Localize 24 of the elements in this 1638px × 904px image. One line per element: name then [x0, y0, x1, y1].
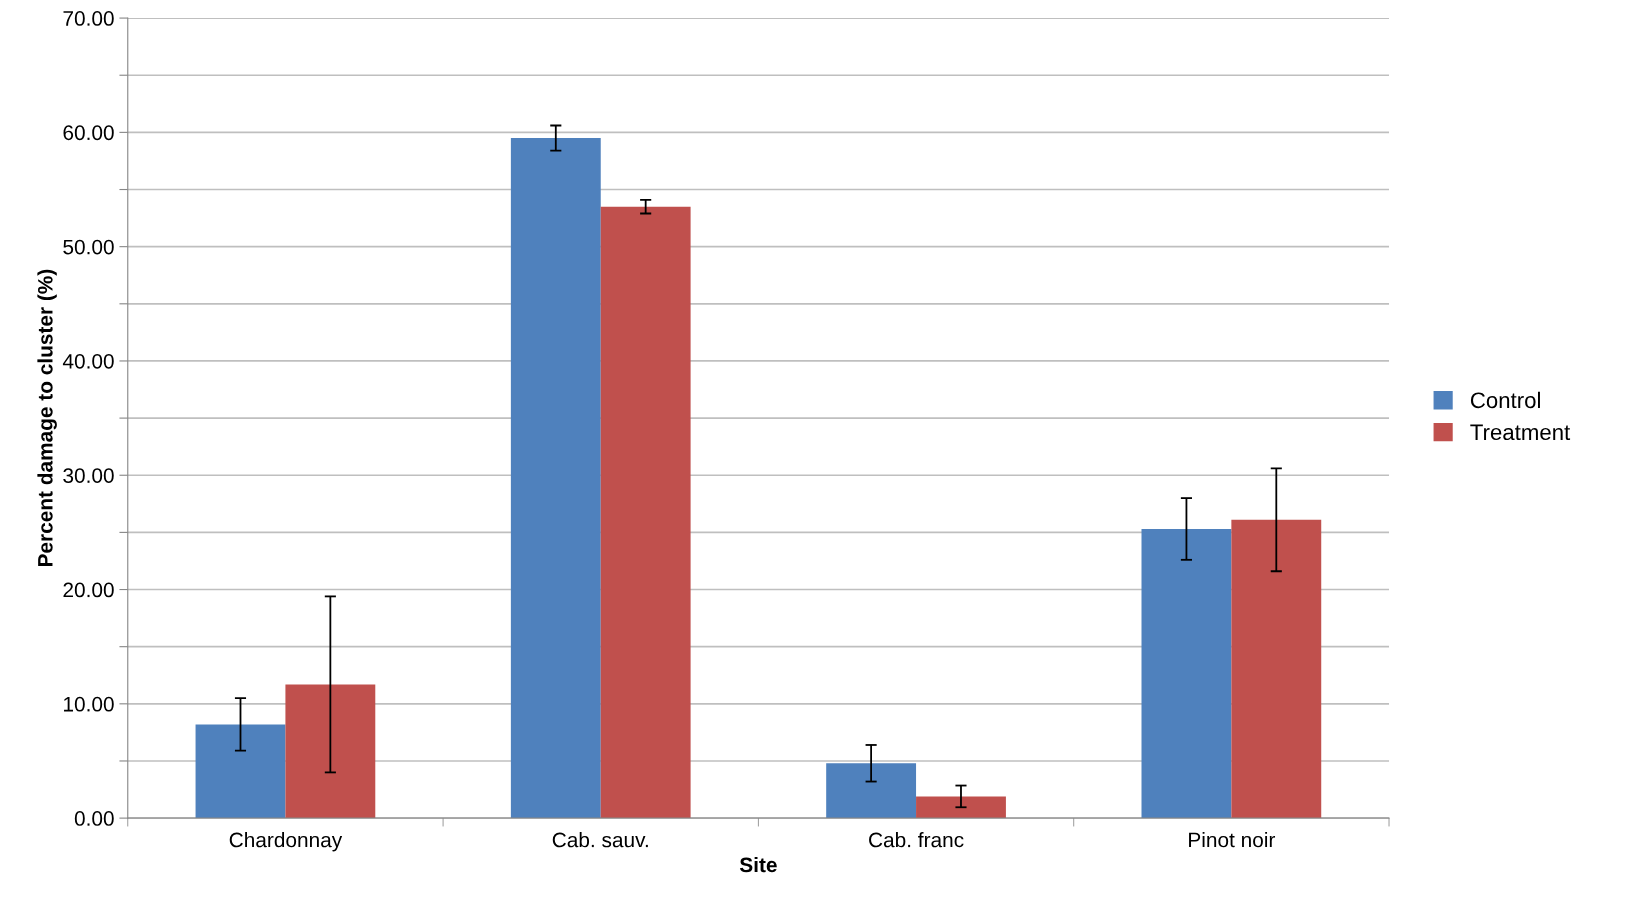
- legend-label: Treatment: [1470, 424, 1571, 441]
- y-tick-label: 70.00: [63, 11, 114, 26]
- y-tick-label: 60.00: [63, 125, 114, 141]
- bar: [916, 796, 1006, 819]
- bar: [510, 138, 601, 819]
- x-tick-label: Chardonnay: [229, 832, 343, 852]
- x-tick-label: Cab. franc: [869, 832, 964, 848]
- y-tick-label: 50.00: [63, 239, 114, 255]
- bar: [600, 206, 691, 819]
- y-tick-label: 20.00: [63, 582, 114, 598]
- x-axis-title: Site: [739, 856, 777, 873]
- bar: [826, 763, 917, 819]
- y-axis-title: Percent damage to cluster (%): [37, 269, 57, 567]
- bar: [285, 684, 376, 819]
- bar: [1141, 528, 1232, 819]
- y-tick-label: 30.00: [63, 468, 114, 483]
- y-tick-label: 40.00: [62, 353, 114, 369]
- legend-label: Control: [1470, 391, 1540, 409]
- y-tick-label: 0.00: [74, 811, 114, 826]
- y-tick-label: 10.00: [64, 696, 114, 712]
- x-tick-label: Cab. sauv.: [552, 832, 648, 848]
- bar: [195, 724, 286, 819]
- bar: [1231, 519, 1322, 819]
- x-tick-label: Pinot noir: [1189, 832, 1276, 848]
